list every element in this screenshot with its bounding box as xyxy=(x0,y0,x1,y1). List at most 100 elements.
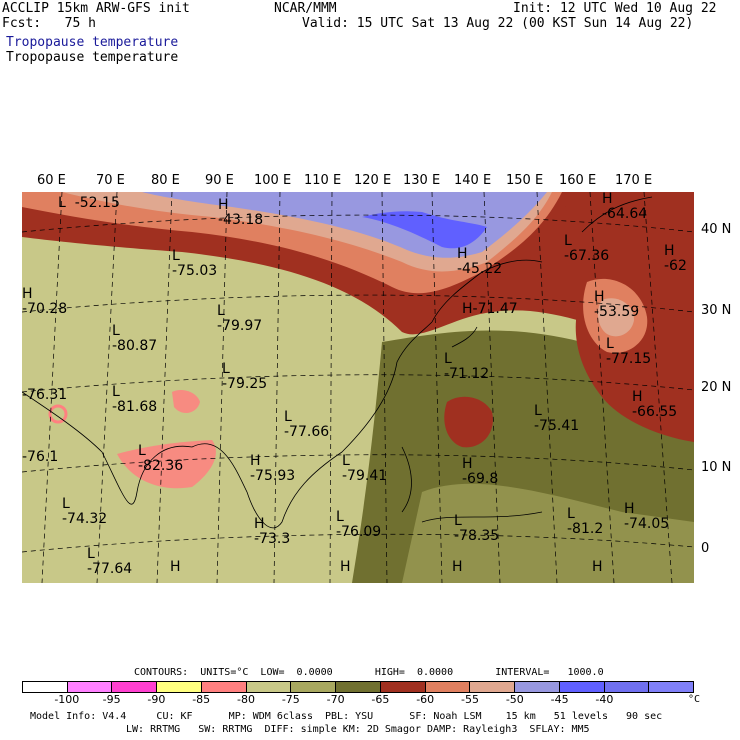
extremum-label: L -75.41 xyxy=(534,403,580,434)
extremum-label: H-71.47 xyxy=(462,301,518,317)
graticule xyxy=(22,192,694,583)
colorbar-swatch xyxy=(380,682,426,692)
colorbar-tick-label: -90 xyxy=(147,693,166,706)
colorbar-swatch xyxy=(336,682,381,692)
colorbar-tick-label: -70 xyxy=(326,693,345,706)
extremum-label: H -69.8 xyxy=(462,456,499,487)
lon-label: 170 E xyxy=(615,173,653,188)
extremum-label: L -81.68 xyxy=(112,384,158,415)
center-label: NCAR/MMM xyxy=(274,1,337,16)
extremum-label: L -78.35 xyxy=(454,513,500,544)
lon-label: 160 E xyxy=(559,173,597,188)
extremum-label: H -53.59 xyxy=(594,289,640,320)
colorbar-swatch xyxy=(291,682,337,692)
lon-label: 150 E xyxy=(506,173,544,188)
extremum-label: H xyxy=(592,559,603,575)
extremum-label: H -70.28 xyxy=(22,286,68,317)
extremum-label: L -82.36 xyxy=(138,443,184,474)
colorbar-swatch xyxy=(67,682,113,692)
extremum-label: L -52.15 xyxy=(58,195,120,211)
extremum-label: -76.31 xyxy=(22,387,68,403)
lon-label: 70 E xyxy=(96,173,125,188)
tropopause-temperature-map xyxy=(22,192,694,583)
colorbar-swatch xyxy=(246,682,292,692)
map-panel: L -52.15 H -43.18 L -75.03 H -70.28 L -79.97… xyxy=(22,192,694,583)
extremum-label: H xyxy=(170,559,181,575)
colorbar-tick-label: -65 xyxy=(371,693,390,706)
plot-title: ACCLIP 15km ARW-GFS init xyxy=(2,1,190,16)
shading-band-45-40 xyxy=(362,211,487,249)
extremum-label: L -79.25 xyxy=(222,361,268,392)
colorbar-tick-label: -40 xyxy=(595,693,614,706)
field-name-contour: Tropopause temperature xyxy=(6,50,179,65)
extremum-label: L -76.09 xyxy=(336,509,382,540)
shading-band-mid xyxy=(402,483,694,583)
lon-label: 90 E xyxy=(205,173,234,188)
field-name-shaded: Tropopause temperature xyxy=(6,35,179,50)
extremum-label: L -77.66 xyxy=(284,409,330,440)
colorbar-swatch xyxy=(470,682,516,692)
extremum-label: L -75.03 xyxy=(172,248,218,279)
lon-label: 130 E xyxy=(403,173,441,188)
lon-label: 100 E xyxy=(254,173,292,188)
colorbar-unit: °C xyxy=(688,694,701,705)
lat-label: 40 N xyxy=(701,222,732,237)
colorbar-swatch xyxy=(201,682,247,692)
colorbar-tick-label: -100 xyxy=(54,693,80,706)
lat-label: 20 N xyxy=(701,380,732,395)
model-info-line1: Model Info: V4.4 CU: KF MP: WDM 6class P… xyxy=(30,711,663,722)
extremum-label: H -45.22 xyxy=(457,246,503,277)
lat-label: 10 N xyxy=(701,460,732,475)
extremum-label: H -66.55 xyxy=(632,389,678,420)
colorbar-tick-label: -75 xyxy=(281,693,300,706)
shading-cyclone-core xyxy=(597,298,634,337)
colorbar-swatch xyxy=(425,682,471,692)
extremum-label: H -64.64 xyxy=(602,191,648,222)
colorbar-tick-label: -80 xyxy=(237,693,255,706)
colorbar-swatch xyxy=(604,682,650,692)
extremum-label: L -79.97 xyxy=(217,303,263,334)
shading-warm-pool xyxy=(444,396,493,448)
lat-label: 0 xyxy=(701,541,710,556)
forecast-hour: Fcst: 75 h xyxy=(2,16,96,31)
colorbar-swatch xyxy=(157,682,202,692)
valid-time: Valid: 15 UTC Sat 13 Aug 22 (00 KST Sun … xyxy=(302,16,694,31)
extremum-label: H xyxy=(340,559,351,575)
colorbar-tick-label: -50 xyxy=(505,693,524,706)
lon-label: 60 E xyxy=(37,173,66,188)
colorbar-tick-label: -60 xyxy=(416,693,435,706)
colorbar-swatch xyxy=(23,682,68,692)
colorbar-tick-label: -95 xyxy=(102,693,121,706)
extremum-label: H -73.3 xyxy=(254,516,291,547)
lon-label: 110 E xyxy=(304,173,342,188)
init-time: Init: 12 UTC Wed 10 Aug 22 xyxy=(513,1,717,16)
colorbar xyxy=(22,681,694,693)
extremum-label: L -77.64 xyxy=(87,546,133,577)
extremum-label: H xyxy=(452,559,463,575)
colorbar-tick-label: -85 xyxy=(192,693,211,706)
lon-label: 120 E xyxy=(354,173,392,188)
extremum-label: -76.1 xyxy=(22,449,59,465)
lon-label: 80 E xyxy=(151,173,180,188)
extremum-label: L -67.36 xyxy=(564,233,610,264)
extremum-label: H -62 xyxy=(664,243,687,274)
extremum-label: L -81.2 xyxy=(567,506,604,537)
colorbar-tick-label: -55 xyxy=(461,693,479,706)
shading-cold-india xyxy=(172,390,200,414)
model-info-line2: LW: RRTMG SW: RRTMG DIFF: simple KM: 2D … xyxy=(126,724,590,735)
lat-label: 30 N xyxy=(701,303,732,318)
extremum-label: L -74.32 xyxy=(62,496,108,527)
colorbar-tick-label: -45 xyxy=(550,693,569,706)
extremum-label: L -80.87 xyxy=(112,323,158,354)
colorbar-swatch xyxy=(515,682,560,692)
lon-label: 140 E xyxy=(454,173,492,188)
colorbar-swatch xyxy=(112,682,158,692)
extremum-label: H -75.93 xyxy=(250,453,296,484)
extremum-label: L -77.15 xyxy=(606,336,652,367)
extremum-label: L -79.41 xyxy=(342,453,388,484)
contours-info: CONTOURS: UNITS=°C LOW= 0.0000 HIGH= 0.0… xyxy=(134,667,604,678)
shading-cold-arabian-sea xyxy=(48,404,68,424)
extremum-label: H -43.18 xyxy=(218,197,264,228)
colorbar-swatch xyxy=(559,682,605,692)
colorbar-swatch xyxy=(649,682,694,692)
